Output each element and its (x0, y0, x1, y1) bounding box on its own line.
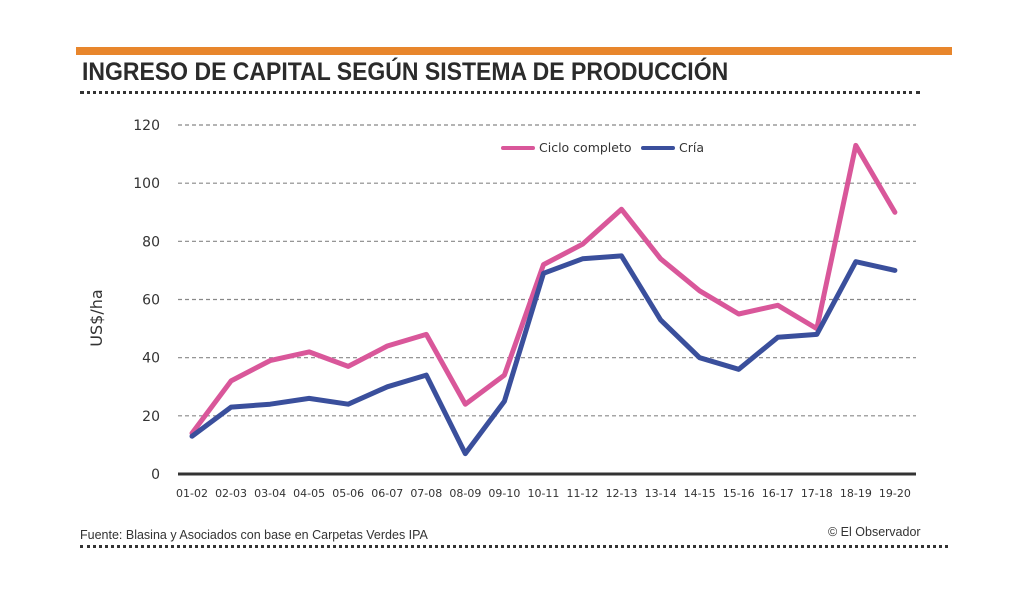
x-tick-label: 09-10 (488, 487, 520, 500)
legend: Ciclo completo Cría (501, 140, 704, 155)
data-point (660, 258, 662, 260)
data-point (308, 397, 310, 399)
x-tick-label: 16-17 (762, 487, 794, 500)
data-point (464, 403, 466, 405)
data-point (503, 400, 505, 402)
y-tick-label: 120 (133, 118, 160, 134)
x-tick-label: 13-14 (645, 487, 677, 500)
data-point (464, 453, 466, 455)
x-tick-label: 18-19 (840, 487, 872, 500)
y-tick-label: 40 (142, 351, 160, 367)
footer-divider (80, 545, 948, 548)
data-point (269, 403, 271, 405)
data-point (386, 345, 388, 347)
x-tick-label: 03-04 (254, 487, 286, 500)
x-tick-label: 05-06 (332, 487, 364, 500)
data-point (816, 333, 818, 335)
data-point (386, 386, 388, 388)
data-point (425, 374, 427, 376)
data-point (855, 144, 857, 146)
data-point (621, 255, 623, 257)
data-point (542, 264, 544, 266)
x-tick-label: 10-11 (527, 487, 559, 500)
data-point (894, 211, 896, 213)
data-point (621, 208, 623, 210)
credit-note: © El Observador (828, 525, 921, 539)
y-tick-label: 20 (142, 409, 160, 425)
data-point (347, 403, 349, 405)
x-tick-label: 14-15 (684, 487, 716, 500)
data-point (777, 336, 779, 338)
series-lines (189, 142, 898, 457)
x-tick-label: 02-03 (215, 487, 247, 500)
gridlines (178, 124, 916, 417)
source-note: Fuente: Blasina y Asociados con base en … (80, 528, 428, 542)
x-tick-label: 19-20 (879, 487, 911, 500)
y-tick-label: 80 (142, 234, 160, 250)
y-tick-label: 0 (151, 467, 160, 483)
chart-title: INGRESO DE CAPITAL SEGÚN SISTEMA DE PROD… (82, 58, 729, 86)
y-tick-label: 60 (142, 293, 160, 309)
data-point (542, 272, 544, 274)
x-tick-label: 01-02 (176, 487, 208, 500)
data-point (191, 435, 193, 437)
data-point (738, 368, 740, 370)
data-point (855, 261, 857, 263)
data-point (777, 304, 779, 306)
legend-label-cria: Cría (679, 140, 704, 155)
header-accent-bar (76, 47, 952, 55)
data-point (699, 357, 701, 359)
x-tick-label: 04-05 (293, 487, 325, 500)
legend-label-ciclo-completo: Ciclo completo (539, 140, 632, 155)
data-point (269, 360, 271, 362)
y-axis-ticks: 0 20 40 60 80 100 120 (133, 118, 160, 483)
series-line-ciclo-completo (189, 142, 898, 436)
data-point (660, 319, 662, 321)
data-point (425, 333, 427, 335)
data-point (738, 313, 740, 315)
data-point (308, 351, 310, 353)
data-point (582, 243, 583, 245)
y-tick-label: 100 (133, 176, 160, 192)
title-divider (80, 91, 920, 94)
data-point (699, 290, 701, 292)
data-point (894, 269, 896, 271)
x-tick-label: 11-12 (567, 487, 599, 500)
data-point (582, 258, 583, 260)
data-point (503, 374, 505, 376)
x-tick-label: 12-13 (606, 487, 638, 500)
data-point (347, 365, 349, 367)
x-tick-label: 08-09 (449, 487, 481, 500)
x-tick-label: 06-07 (371, 487, 403, 500)
data-point (230, 380, 232, 382)
y-axis-label: US$/ha (87, 289, 106, 346)
x-tick-label: 17-18 (801, 487, 833, 500)
data-point (230, 406, 232, 408)
x-axis-ticks: 01-02 02-03 03-04 04-05 05-06 06-07 07-08 08-09… (176, 487, 911, 500)
x-tick-label: 07-08 (410, 487, 442, 500)
x-tick-label: 15-16 (723, 487, 755, 500)
